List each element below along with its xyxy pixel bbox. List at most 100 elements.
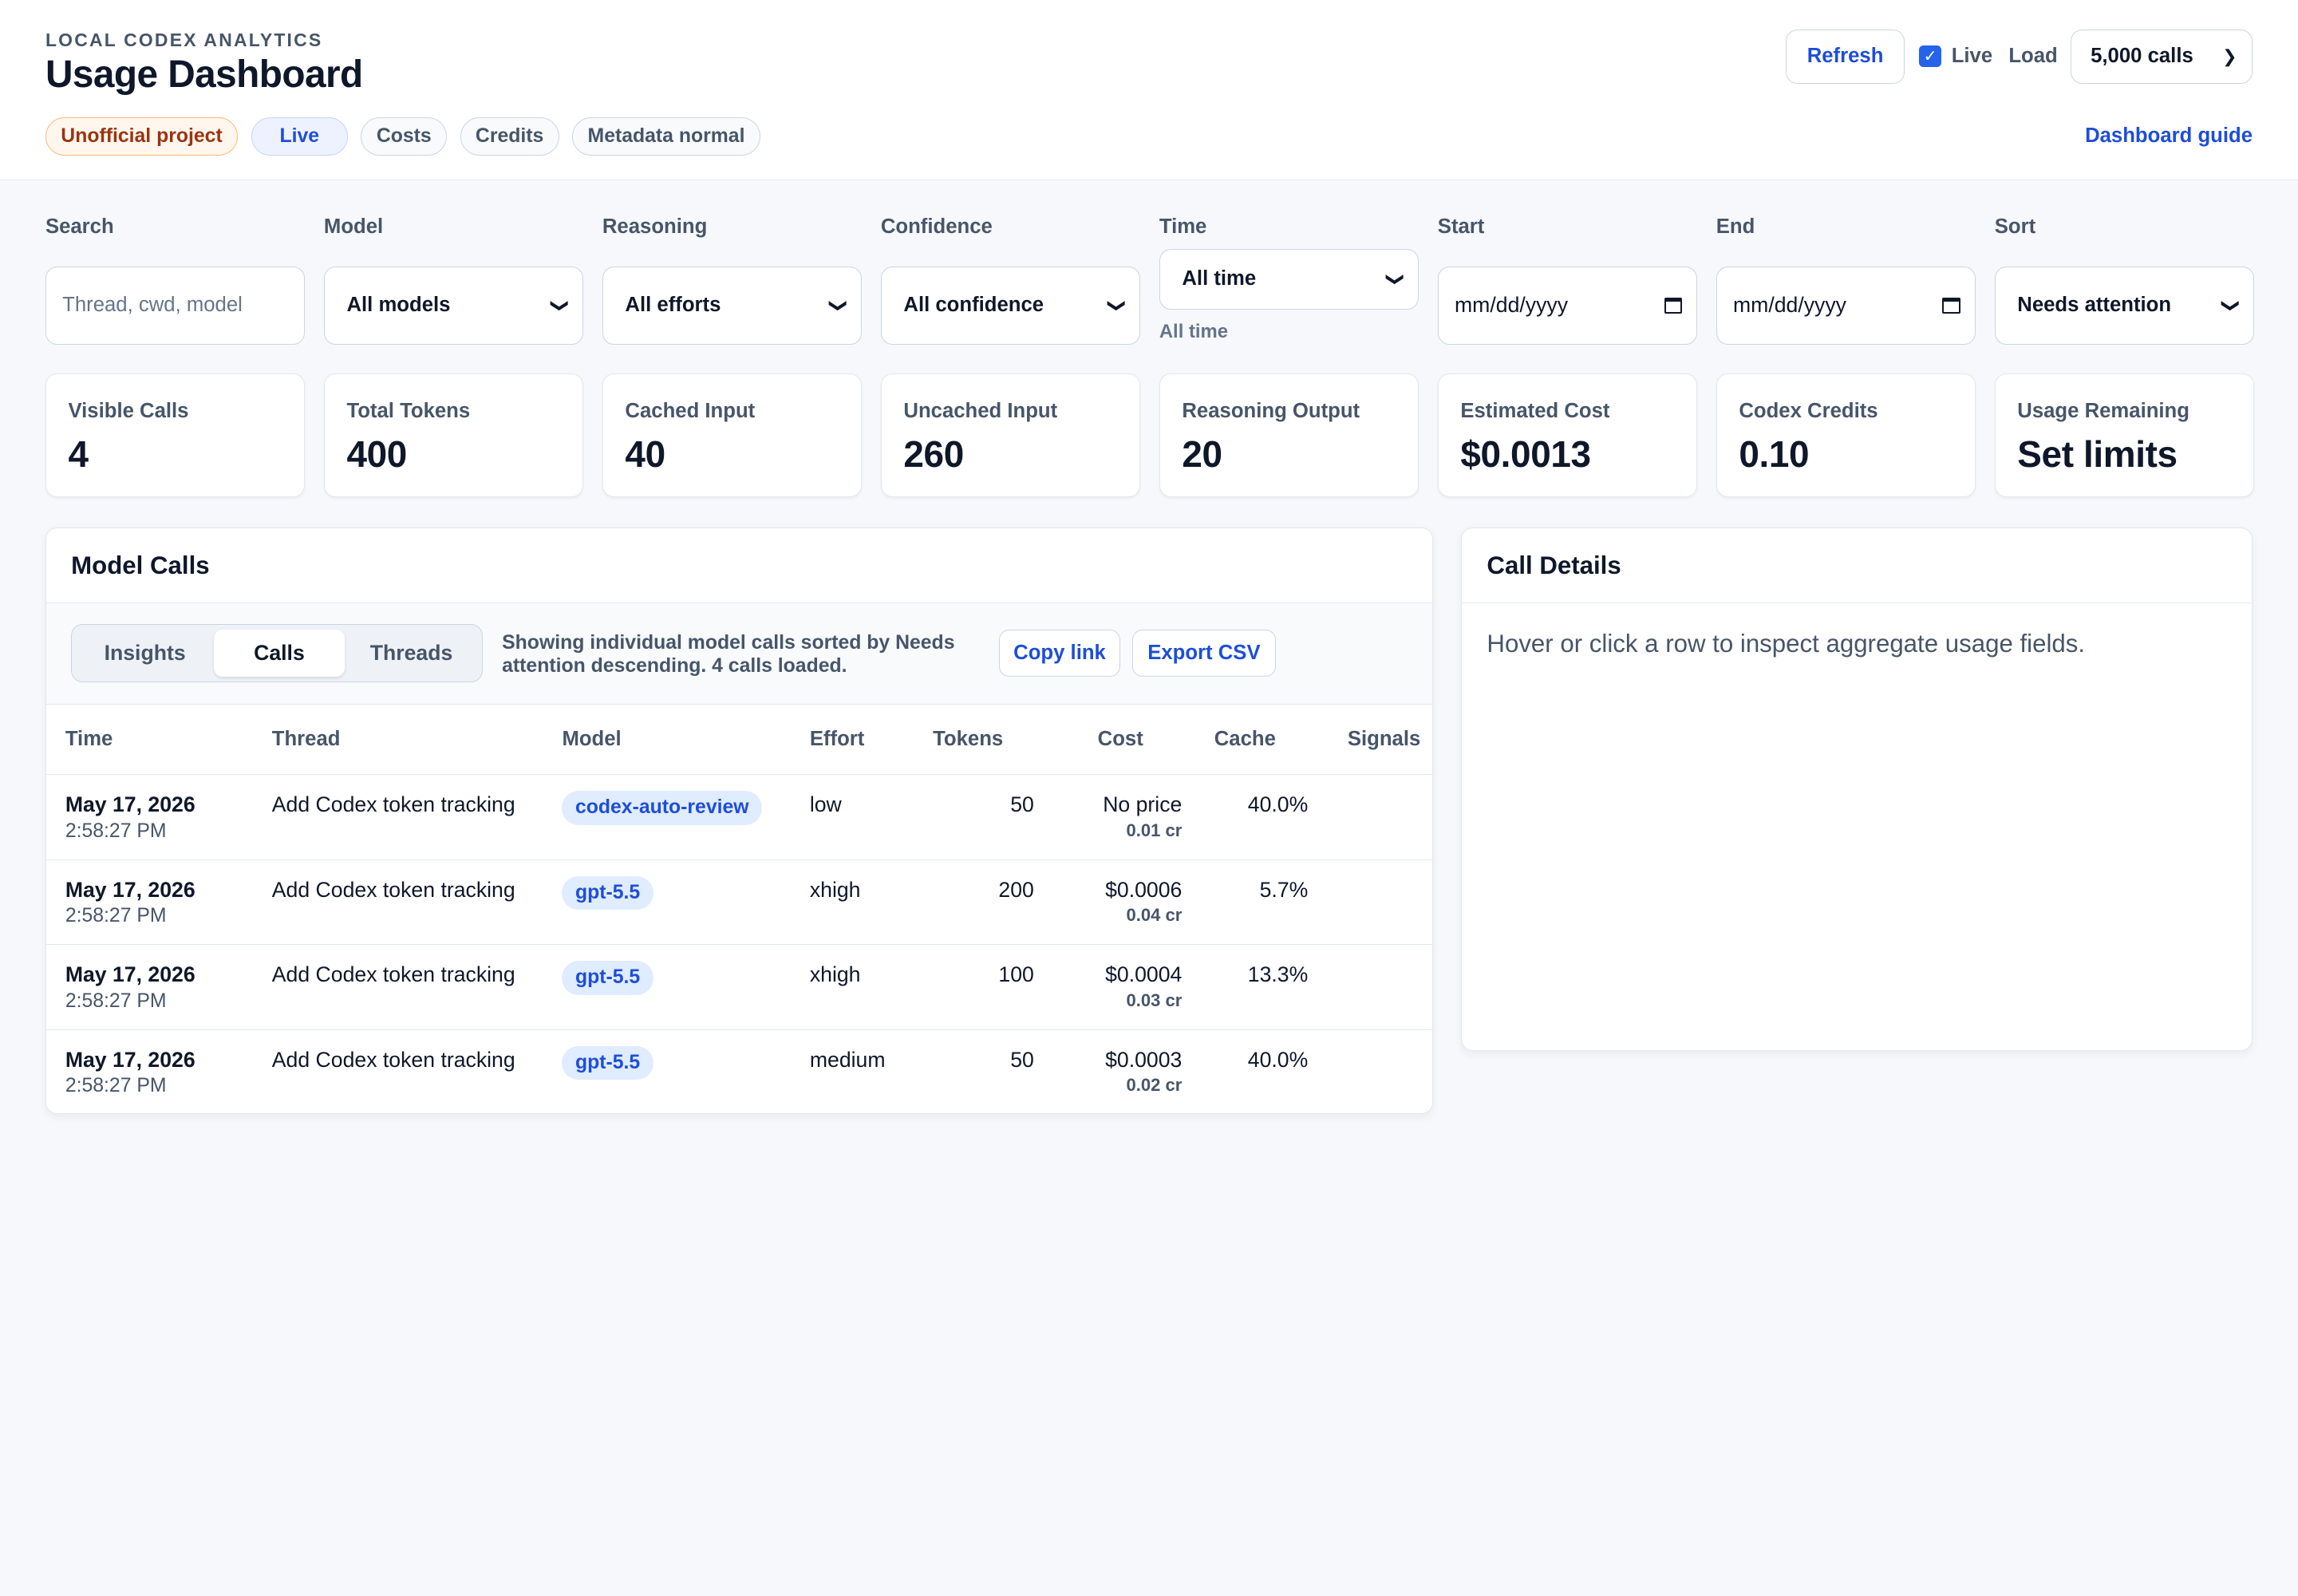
cell-effort: medium xyxy=(809,1047,886,1072)
table-row[interactable]: May 17, 2026 2:58:27 PM Add Codex token … xyxy=(45,859,1433,946)
model-chip: gpt-5.5 xyxy=(562,961,653,995)
cell-thread: Add Codex token tracking xyxy=(271,859,563,946)
table-row[interactable]: May 17, 2026 2:58:27 PM Add Codex token … xyxy=(45,774,1433,860)
load-select[interactable]: 5,000 calls ❯ xyxy=(2071,29,2253,84)
column-header-thread[interactable]: Thread xyxy=(271,704,563,776)
column-header-cost[interactable]: Cost xyxy=(1059,704,1183,776)
metric-value: 0.10 xyxy=(1739,433,1810,476)
live-badge[interactable]: Live xyxy=(251,117,348,156)
model-chip: codex-auto-review xyxy=(562,791,763,825)
metric-reasoning-output: Reasoning Output 20 xyxy=(1159,373,1419,497)
status-pills: Unofficial project Live Costs Credits Me… xyxy=(45,117,760,156)
column-header-tokens[interactable]: Tokens xyxy=(933,704,1060,776)
cell-effort: low xyxy=(809,774,934,860)
confidence-select[interactable]: All confidence ❯ xyxy=(880,267,1140,345)
live-toggle[interactable]: ✓ Live xyxy=(1919,45,1992,68)
chevron-down-icon: ❯ xyxy=(551,298,571,314)
live-checkbox[interactable]: ✓ xyxy=(1919,45,1941,68)
sort-select[interactable]: Needs attention ❯ xyxy=(1994,267,2254,345)
confidence-select-value: All confidence xyxy=(903,294,1044,317)
table-header-row: Time Thread Model Effort Tokens Cost Cac… xyxy=(45,704,1433,776)
model-chip: gpt-5.5 xyxy=(562,875,653,911)
tab-insights[interactable]: Insights xyxy=(104,640,186,665)
call-details-title: Call Details xyxy=(1462,528,2252,603)
model-calls-panel: Model Calls Insights Calls Threads Showi… xyxy=(45,527,1434,1114)
start-date-input[interactable]: mm/dd/yyyy xyxy=(1437,267,1697,345)
filter-model: Model All models ❯ xyxy=(323,215,583,345)
cell-model: gpt-5.5 xyxy=(562,944,810,1030)
row-time: 2:58:27 PM xyxy=(65,905,167,927)
column-header-cache[interactable]: Cache xyxy=(1182,704,1309,776)
row-credits: 0.04 cr xyxy=(1126,905,1183,926)
calendar-icon[interactable] xyxy=(1664,297,1682,314)
row-date: May 17, 2026 xyxy=(65,877,195,902)
filter-reasoning: Reasoning All efforts ❯ xyxy=(602,215,862,345)
cell-signals xyxy=(1308,1029,1432,1113)
tab-calls[interactable]: Calls xyxy=(213,629,345,677)
export-csv-button[interactable]: Export CSV xyxy=(1131,629,1276,677)
model-select[interactable]: All models ❯ xyxy=(323,267,583,345)
cell-thread: Add Codex token tracking xyxy=(271,1047,515,1072)
live-toggle-label: Live xyxy=(1951,45,1993,68)
cell-cache: 13.3% xyxy=(1182,944,1309,1030)
cell-signals xyxy=(1308,859,1433,946)
model-chip: gpt-5.5 xyxy=(562,1045,653,1080)
cell-tokens: 50 xyxy=(933,774,1060,860)
chevron-down-icon: ❯ xyxy=(2221,298,2242,314)
column-header-signals[interactable]: Signals xyxy=(1308,704,1433,776)
cell-signals xyxy=(1308,944,1433,1030)
row-time: 2:58:27 PM xyxy=(65,1075,167,1097)
cell-effort: xhigh xyxy=(809,944,934,1030)
metric-usage-remaining[interactable]: Usage Remaining Set limits xyxy=(1994,373,2254,497)
cell-cost: $0.0004 0.03 cr xyxy=(1059,944,1183,1030)
calls-table: Time Thread Model Effort Tokens Cost Cac… xyxy=(45,704,1433,1113)
row-date: May 17, 2026 xyxy=(65,1047,195,1072)
metadata-badge[interactable]: Metadata normal xyxy=(572,117,760,156)
end-date-input[interactable]: mm/dd/yyyy xyxy=(1716,267,1976,345)
tab-threads[interactable]: Threads xyxy=(369,640,453,665)
metric-total-tokens: Total Tokens 400 xyxy=(323,373,583,497)
table-row[interactable]: May 17, 2026 2:58:27 PM Add Codex token … xyxy=(46,1029,1432,1113)
column-header-model[interactable]: Model xyxy=(562,704,810,776)
metric-label: Visible Calls xyxy=(68,399,189,422)
header-controls: Refresh ✓ Live Load 5,000 calls ❯ xyxy=(1786,29,2253,84)
chevron-down-icon: ❯ xyxy=(829,298,850,314)
row-cost: $0.0006 xyxy=(1105,877,1183,902)
page-header: LOCAL CODEX ANALYTICS Usage Dashboard Un… xyxy=(0,0,2298,180)
costs-badge[interactable]: Costs xyxy=(361,117,448,156)
dashboard-guide-link[interactable]: Dashboard guide xyxy=(2085,124,2253,148)
metric-value: 260 xyxy=(903,433,964,476)
cell-time: May 17, 2026 2:58:27 PM xyxy=(45,944,272,1030)
calendar-icon[interactable] xyxy=(1942,297,1960,314)
metric-value: 4 xyxy=(68,433,89,476)
row-credits: 0.02 cr xyxy=(1126,1075,1183,1096)
filter-time: Time All time ❯ All time xyxy=(1159,215,1419,342)
metric-value: 40 xyxy=(625,433,665,476)
column-header-effort[interactable]: Effort xyxy=(809,704,934,776)
time-select-value: All time xyxy=(1182,267,1257,290)
reasoning-select[interactable]: All efforts ❯ xyxy=(602,267,862,345)
refresh-button[interactable]: Refresh xyxy=(1786,29,1905,84)
calls-toolbar: Insights Calls Threads Showing individua… xyxy=(45,602,1433,705)
reasoning-label: Reasoning xyxy=(602,215,708,238)
cell-effort: xhigh xyxy=(809,859,934,946)
set-limits-value[interactable]: Set limits xyxy=(2017,433,2178,476)
metric-label: Usage Remaining xyxy=(2017,399,2189,422)
unofficial-project-badge: Unofficial project xyxy=(45,117,239,156)
table-row[interactable]: May 17, 2026 2:58:27 PM Add Codex token … xyxy=(45,944,1433,1030)
metric-label: Uncached Input xyxy=(903,399,1058,422)
search-input[interactable]: Thread, cwd, model xyxy=(45,267,306,345)
time-select[interactable]: All time ❯ xyxy=(1159,249,1419,310)
load-select-value: 5,000 calls xyxy=(2091,45,2193,68)
cell-cache: 5.7% xyxy=(1182,859,1309,946)
cell-thread: Add Codex token tracking xyxy=(271,944,563,1030)
credits-badge[interactable]: Credits xyxy=(460,117,559,156)
model-select-value: All models xyxy=(346,294,451,317)
calls-summary: Showing individual model calls sorted by… xyxy=(502,631,955,678)
copy-link-button[interactable]: Copy link xyxy=(998,629,1121,677)
reasoning-select-value: All efforts xyxy=(625,294,721,317)
row-cost: $0.0003 xyxy=(1105,1047,1183,1072)
column-header-time[interactable]: Time xyxy=(45,704,272,776)
row-credits: 0.01 cr xyxy=(1126,820,1183,840)
